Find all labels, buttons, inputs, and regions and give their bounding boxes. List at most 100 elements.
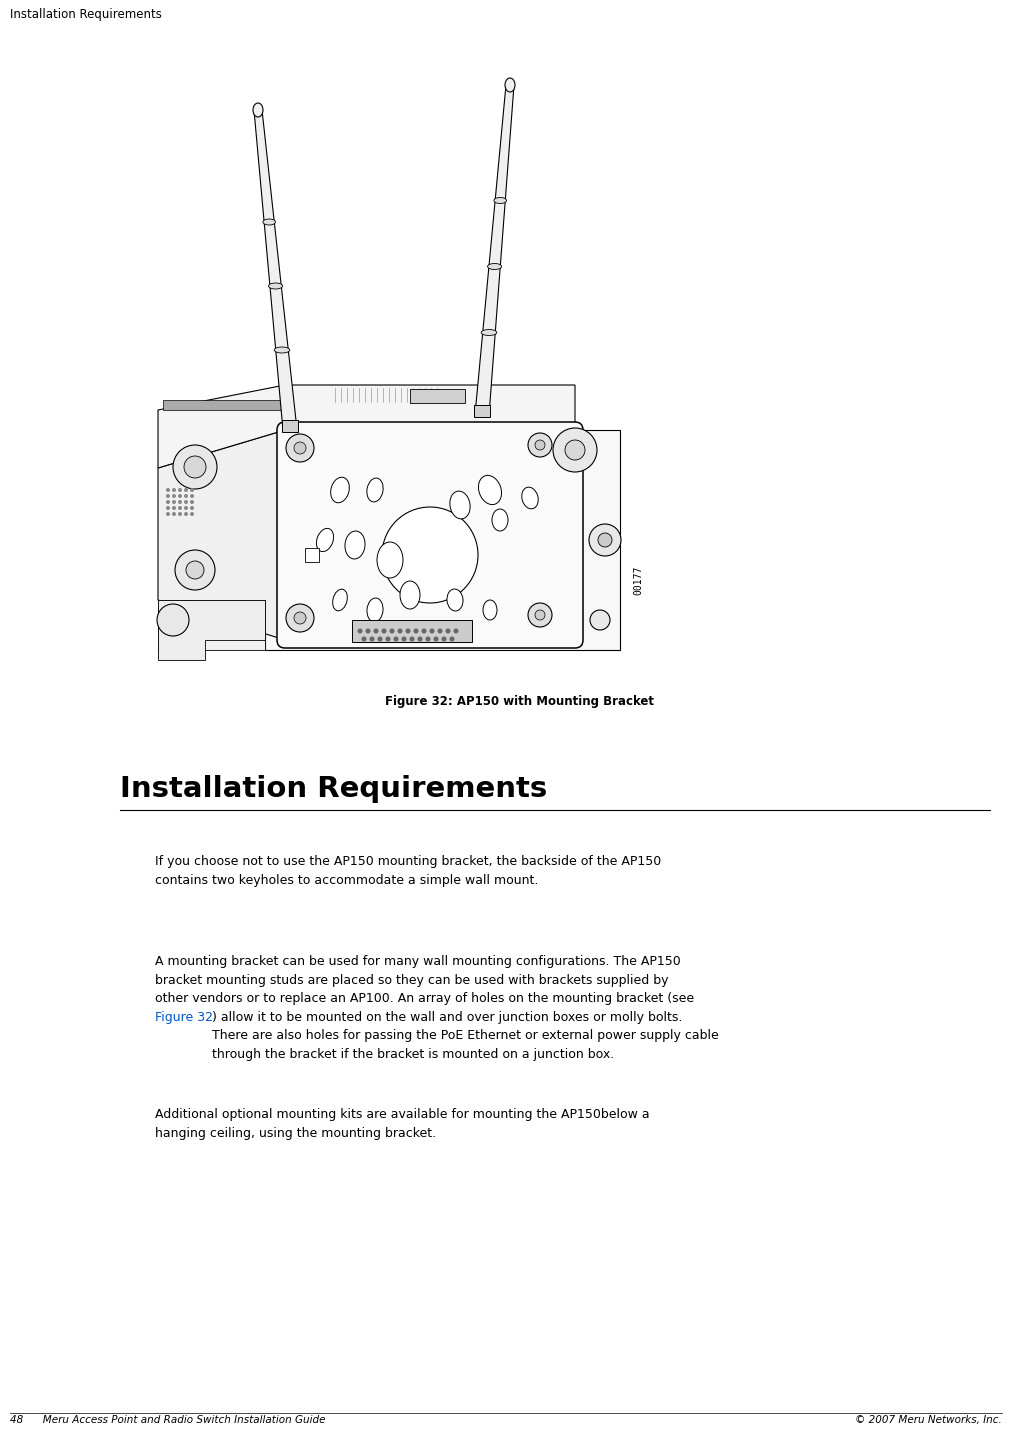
Circle shape <box>429 628 434 634</box>
Circle shape <box>588 523 621 555</box>
Ellipse shape <box>487 264 501 270</box>
Ellipse shape <box>493 197 507 203</box>
Ellipse shape <box>274 347 289 352</box>
Circle shape <box>172 489 176 492</box>
Circle shape <box>589 610 610 629</box>
Circle shape <box>361 637 366 641</box>
Ellipse shape <box>316 528 334 551</box>
Text: © 2007 Meru Networks, Inc.: © 2007 Meru Networks, Inc. <box>854 1415 1001 1425</box>
Circle shape <box>422 628 426 634</box>
Polygon shape <box>158 386 574 468</box>
Bar <box>473 405 489 418</box>
Circle shape <box>186 561 204 579</box>
Circle shape <box>389 628 394 634</box>
Circle shape <box>172 494 176 497</box>
Circle shape <box>401 637 406 641</box>
Circle shape <box>286 605 313 632</box>
Circle shape <box>393 637 398 641</box>
Circle shape <box>433 637 438 641</box>
Text: 48      Meru Access Point and Radio Switch Installation Guide: 48 Meru Access Point and Radio Switch In… <box>10 1415 326 1425</box>
Circle shape <box>166 500 170 505</box>
Circle shape <box>184 489 188 492</box>
Circle shape <box>441 637 446 641</box>
Text: ) allow it to be mounted on the wall and over junction boxes or molly bolts.
The: ) allow it to be mounted on the wall and… <box>211 1011 718 1061</box>
Bar <box>282 420 297 432</box>
Circle shape <box>184 512 188 516</box>
Circle shape <box>173 445 216 489</box>
Circle shape <box>294 442 305 454</box>
Text: Additional optional mounting kits are available for mounting the AP150below a
ha: Additional optional mounting kits are av… <box>155 1108 649 1140</box>
Circle shape <box>190 506 194 510</box>
Circle shape <box>381 507 477 603</box>
Ellipse shape <box>253 103 263 117</box>
Circle shape <box>190 489 194 492</box>
Ellipse shape <box>345 531 365 558</box>
Circle shape <box>178 506 182 510</box>
Ellipse shape <box>522 487 538 509</box>
Ellipse shape <box>482 600 496 621</box>
Circle shape <box>157 605 189 637</box>
Circle shape <box>178 489 182 492</box>
Circle shape <box>175 550 214 590</box>
Circle shape <box>357 628 362 634</box>
Circle shape <box>166 512 170 516</box>
Text: Installation Requirements: Installation Requirements <box>120 774 547 803</box>
Text: If you choose not to use the AP150 mounting bracket, the backside of the AP150
c: If you choose not to use the AP150 mount… <box>155 856 660 886</box>
Circle shape <box>413 628 419 634</box>
Text: Installation Requirements: Installation Requirements <box>10 9 162 20</box>
Circle shape <box>294 612 305 624</box>
Circle shape <box>377 637 382 641</box>
Ellipse shape <box>491 509 508 531</box>
Bar <box>265 431 620 650</box>
Circle shape <box>535 610 545 621</box>
Bar <box>163 400 283 410</box>
Polygon shape <box>254 110 296 431</box>
Ellipse shape <box>263 219 275 225</box>
Polygon shape <box>158 600 265 650</box>
Circle shape <box>172 500 176 505</box>
Bar <box>352 621 471 642</box>
Ellipse shape <box>480 329 496 335</box>
FancyBboxPatch shape <box>277 422 582 648</box>
Circle shape <box>166 489 170 492</box>
Text: Figure 32: Figure 32 <box>155 1011 212 1024</box>
Ellipse shape <box>268 283 282 289</box>
Ellipse shape <box>377 542 402 579</box>
Circle shape <box>528 434 551 457</box>
Circle shape <box>405 628 410 634</box>
Circle shape <box>552 428 596 473</box>
Circle shape <box>178 512 182 516</box>
Circle shape <box>397 628 402 634</box>
Circle shape <box>598 534 612 547</box>
Polygon shape <box>474 84 514 416</box>
Circle shape <box>184 455 206 479</box>
Circle shape <box>385 637 390 641</box>
Circle shape <box>172 506 176 510</box>
Text: Figure 32: AP150 with Mounting Bracket: Figure 32: AP150 with Mounting Bracket <box>384 695 653 708</box>
Bar <box>304 548 318 563</box>
Polygon shape <box>158 431 285 639</box>
Circle shape <box>418 637 422 641</box>
Circle shape <box>365 628 370 634</box>
Bar <box>409 389 464 403</box>
Circle shape <box>166 494 170 497</box>
Circle shape <box>425 637 430 641</box>
Circle shape <box>437 628 442 634</box>
Circle shape <box>184 500 188 505</box>
Circle shape <box>178 500 182 505</box>
Circle shape <box>453 628 458 634</box>
Circle shape <box>381 628 386 634</box>
Circle shape <box>445 628 450 634</box>
Ellipse shape <box>450 492 470 519</box>
Ellipse shape <box>399 581 420 609</box>
Circle shape <box>286 434 313 463</box>
Circle shape <box>178 494 182 497</box>
Circle shape <box>172 512 176 516</box>
Circle shape <box>190 494 194 497</box>
Text: 00177: 00177 <box>632 566 642 594</box>
Circle shape <box>373 628 378 634</box>
Circle shape <box>409 637 415 641</box>
Circle shape <box>535 439 545 450</box>
Ellipse shape <box>504 78 515 91</box>
Circle shape <box>528 603 551 626</box>
